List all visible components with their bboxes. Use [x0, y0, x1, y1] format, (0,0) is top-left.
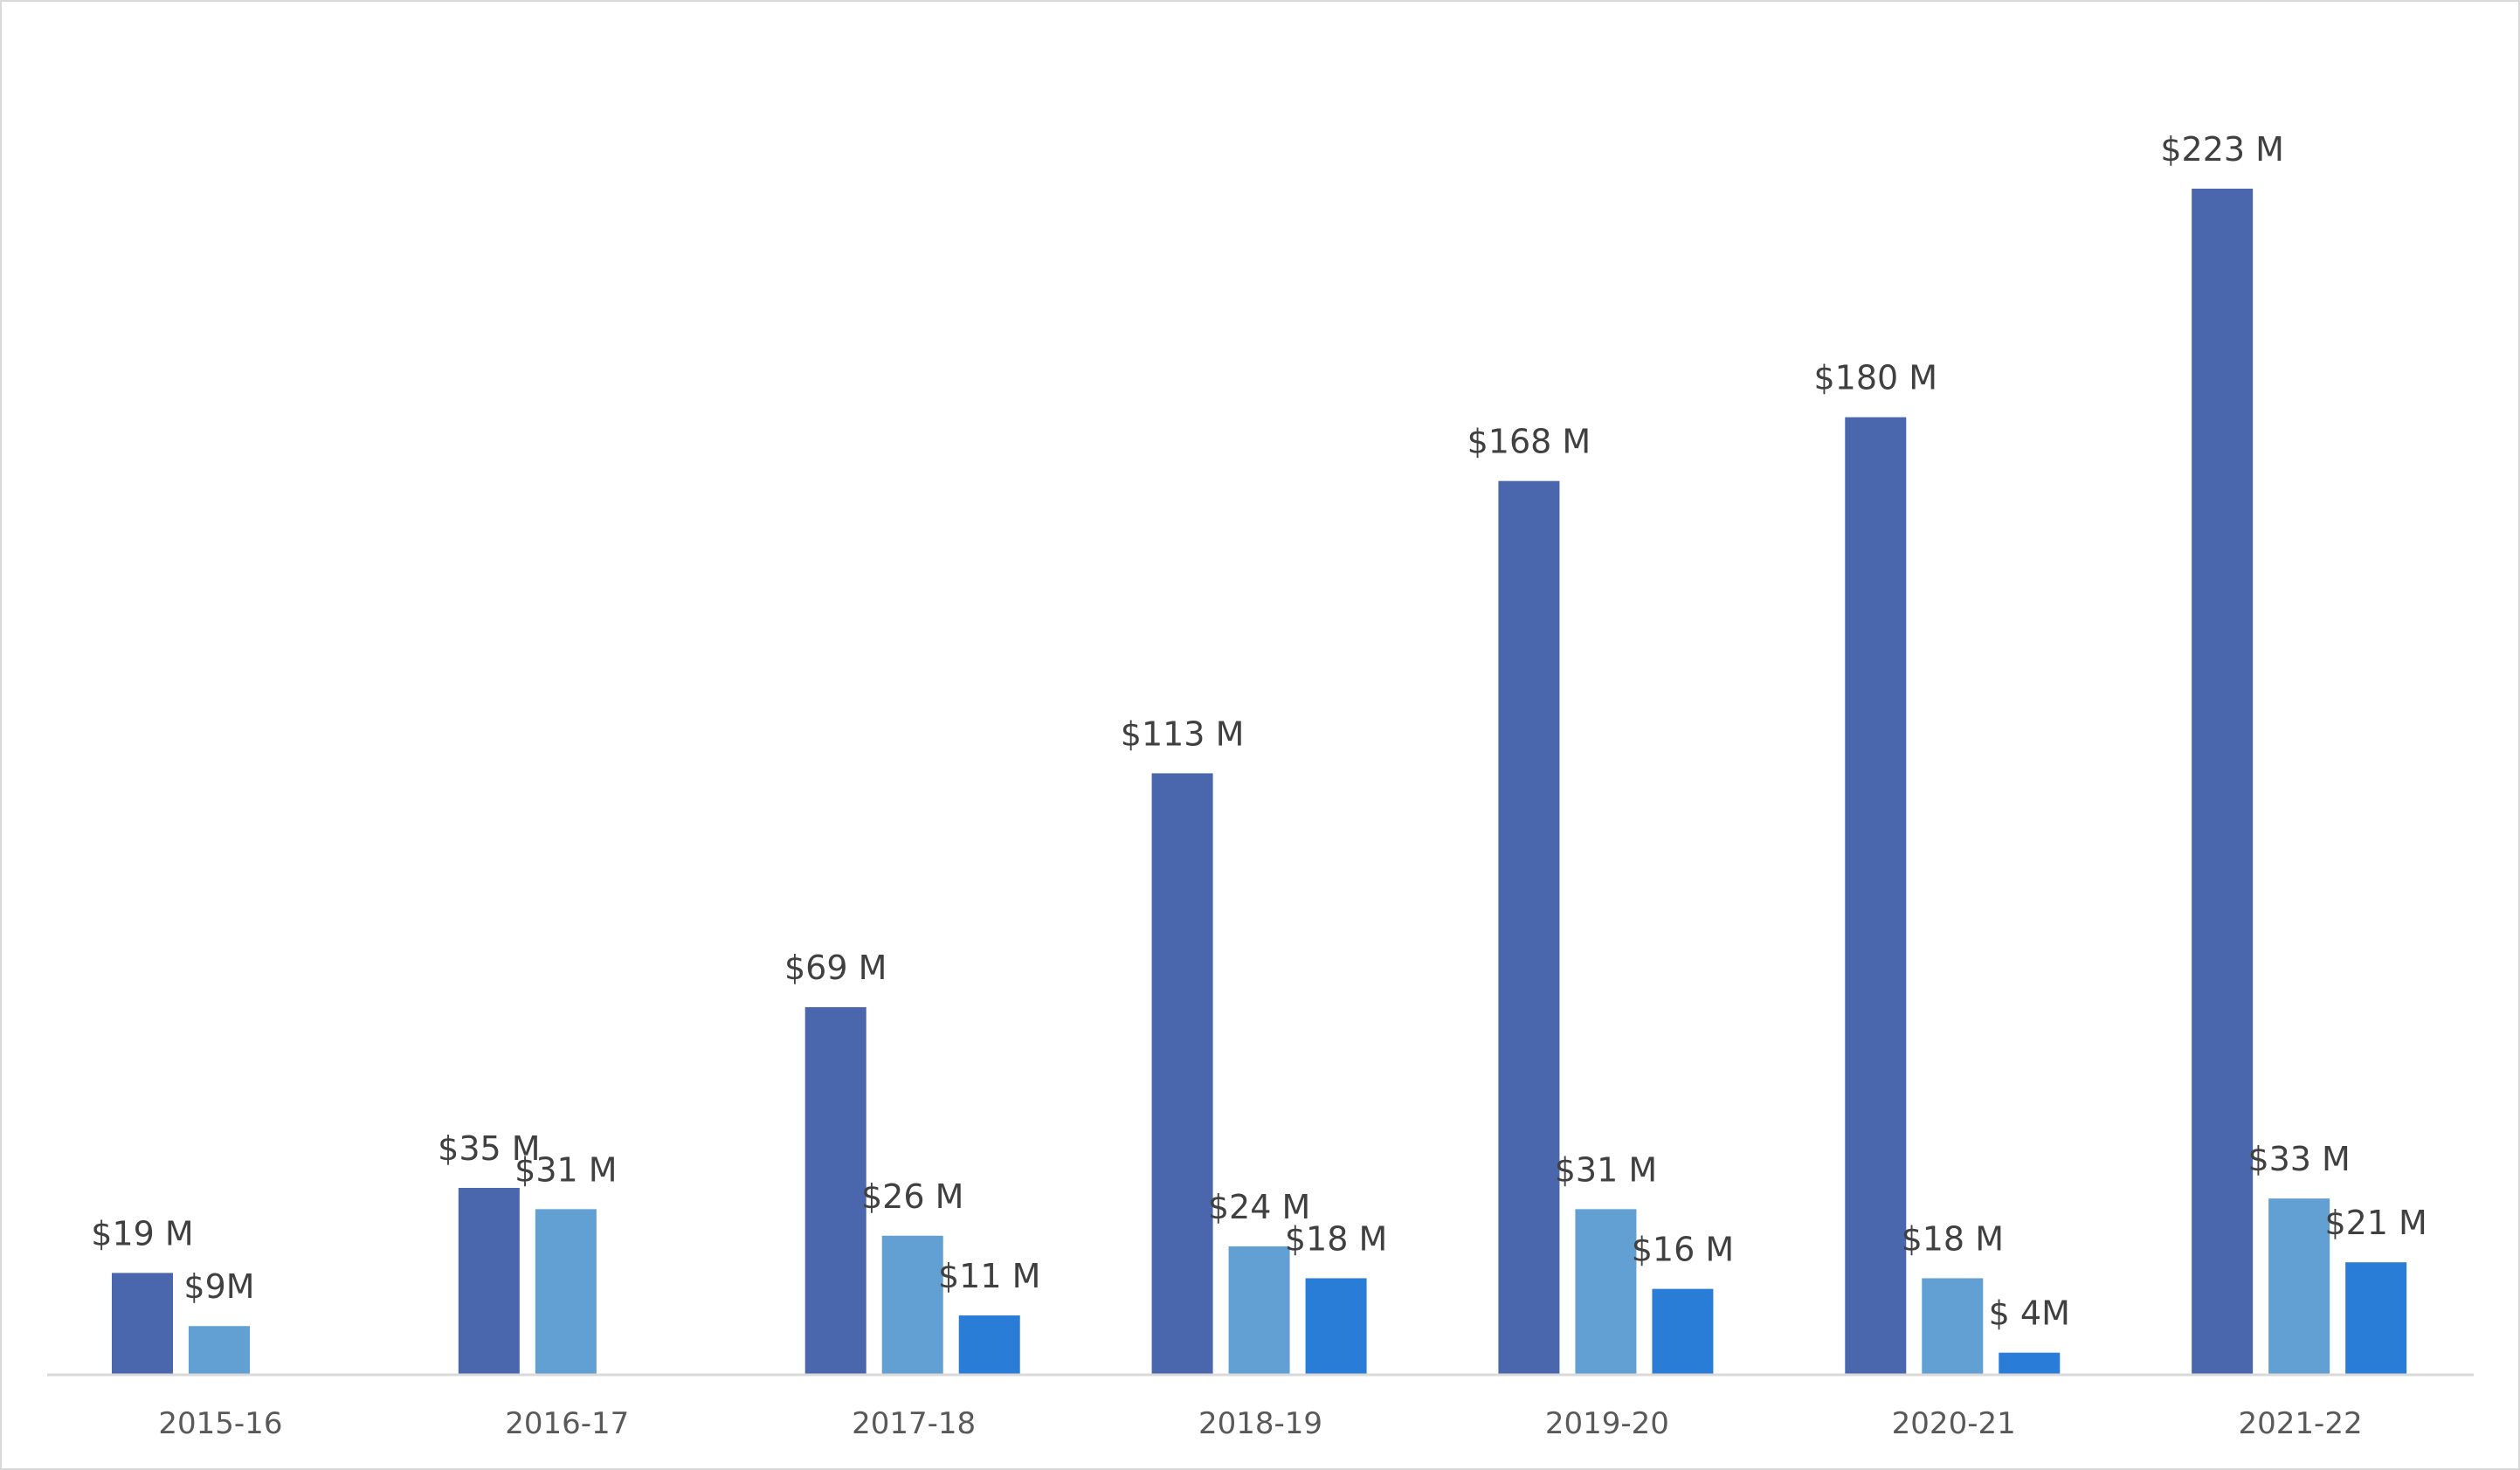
bar-series-3[interactable] [2345, 1262, 2407, 1374]
x-tick-label: 2020-21 [1892, 1406, 2016, 1441]
bar-series-2[interactable] [1228, 1246, 1290, 1374]
x-tick-label: 2017-18 [852, 1406, 976, 1441]
bar-series-3[interactable] [958, 1315, 1020, 1374]
bar-series-1[interactable] [1845, 417, 1907, 1374]
bar-series-1[interactable] [1498, 480, 1560, 1374]
data-label: $223 M [2160, 130, 2284, 169]
data-label: $21 M [2324, 1204, 2427, 1242]
bar-series-2[interactable] [1922, 1278, 1984, 1374]
bar-series-3[interactable] [1305, 1278, 1367, 1374]
bar-series-1[interactable] [1151, 773, 1213, 1374]
data-label: $9M [183, 1267, 254, 1306]
x-tick-label: 2015-16 [158, 1406, 282, 1441]
data-label: $18 M [1902, 1219, 2004, 1258]
bar-series-1[interactable] [458, 1188, 520, 1374]
data-label: $31 M [1555, 1150, 1657, 1189]
data-label: $33 M [2247, 1140, 2350, 1178]
data-label: $35 M [438, 1129, 540, 1168]
data-label: $168 M [1467, 423, 1591, 461]
data-labels-layer: $19 M$9M$35 M$31 M$69 M$26 M$11 M$113 M$… [91, 130, 2427, 1333]
bar-series-1[interactable] [2192, 189, 2254, 1374]
x-tick-label: 2018-19 [1198, 1406, 1322, 1441]
x-tick-label: 2021-22 [2239, 1406, 2363, 1441]
data-label: $31 M [514, 1150, 617, 1189]
bars-layer [112, 189, 2407, 1374]
x-tick-label: 2019-20 [1545, 1406, 1669, 1441]
bar-series-3[interactable] [1999, 1352, 2061, 1374]
data-label: $26 M [861, 1177, 963, 1216]
data-label: $16 M [1632, 1231, 1734, 1269]
bar-series-2[interactable] [881, 1235, 943, 1374]
data-label: $24 M [1208, 1188, 1310, 1226]
data-label: $69 M [784, 949, 887, 987]
bar-series-1[interactable] [804, 1007, 866, 1374]
x-tick-labels: 2015-16 2016-17 2017-18 2018-19 2019-20 2020-… [158, 1406, 2362, 1441]
data-label: $19 M [91, 1214, 193, 1253]
bar-series-2[interactable] [2268, 1198, 2330, 1374]
bar-series-3[interactable] [1652, 1288, 1714, 1374]
bar-series-2[interactable] [1575, 1209, 1637, 1374]
data-label: $11 M [938, 1257, 1040, 1295]
data-label: $113 M [1121, 714, 1245, 753]
data-label: $ 4M [1989, 1294, 2070, 1333]
data-label: $18 M [1285, 1219, 1387, 1258]
bar-series-2[interactable] [535, 1209, 597, 1374]
bar-series-2[interactable] [189, 1326, 250, 1374]
x-tick-label: 2016-17 [505, 1406, 629, 1441]
data-label: $180 M [1813, 359, 1937, 397]
bar-series-1[interactable] [112, 1273, 173, 1374]
